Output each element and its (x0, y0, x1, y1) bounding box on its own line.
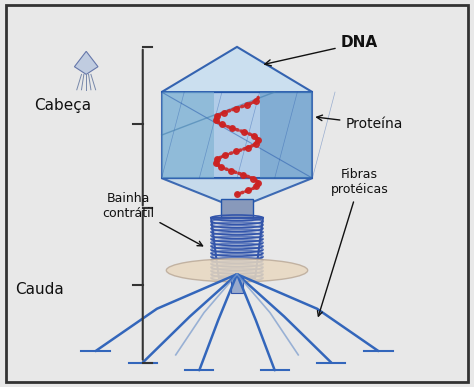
Polygon shape (211, 239, 263, 243)
Polygon shape (211, 264, 263, 267)
Polygon shape (162, 47, 312, 92)
Polygon shape (211, 260, 263, 264)
Bar (231, 276, 243, 293)
Polygon shape (211, 236, 263, 239)
Polygon shape (162, 178, 312, 208)
Polygon shape (211, 267, 263, 271)
Text: Fibras
protéicas: Fibras protéicas (318, 168, 388, 316)
Polygon shape (211, 271, 263, 274)
Text: Cabeça: Cabeça (34, 98, 91, 113)
Polygon shape (211, 232, 263, 236)
Polygon shape (211, 246, 263, 250)
Polygon shape (162, 92, 214, 178)
Polygon shape (211, 250, 263, 253)
Polygon shape (74, 51, 98, 74)
Ellipse shape (166, 259, 308, 282)
Polygon shape (211, 228, 263, 232)
Polygon shape (211, 243, 263, 246)
Polygon shape (211, 257, 263, 260)
Text: DNA: DNA (265, 36, 378, 66)
Polygon shape (211, 218, 263, 221)
Bar (220, 199, 254, 218)
Polygon shape (211, 225, 263, 228)
Text: Bainha
contrátil: Bainha contrátil (102, 192, 202, 246)
Text: Cauda: Cauda (15, 282, 64, 297)
Text: Proteína: Proteína (317, 115, 403, 131)
Polygon shape (211, 274, 263, 278)
Polygon shape (260, 92, 312, 178)
Polygon shape (162, 92, 312, 178)
Polygon shape (211, 253, 263, 257)
Polygon shape (211, 221, 263, 225)
